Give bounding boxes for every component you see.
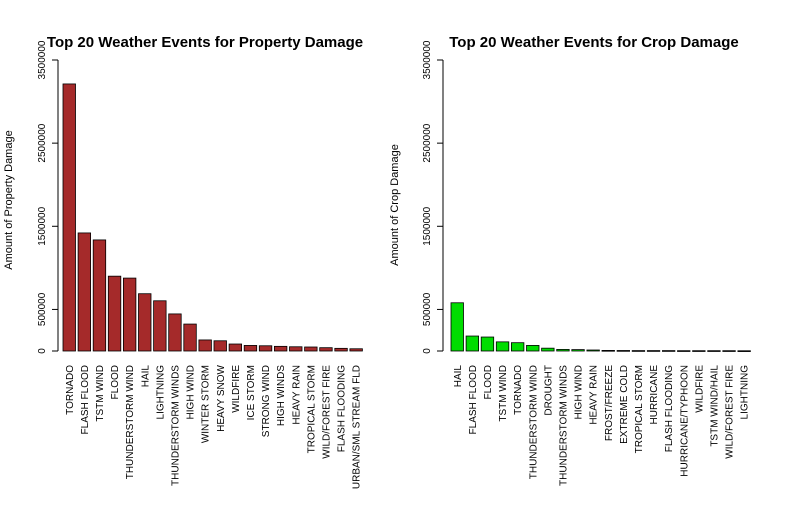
chart-1-bar [138,293,152,352]
chart-2-category-label: HIGH WIND [574,365,585,419]
chart-2-category-label: HEAVY RAIN [589,365,600,425]
chart-1-bar [213,340,227,352]
chart-1-bar [107,275,122,352]
chart-1-category-label: THUNDERSTORM WINDS [170,365,181,486]
chart-1-bar [334,347,348,352]
chart-2-category-label: HURRICANE/TYPHOON [679,365,690,477]
chart-1-bar [183,323,197,352]
chart-2-bar [586,349,600,352]
chart-2-y-tick-label: 0 [422,348,433,354]
chart-2-bar [616,350,630,352]
chart-1-y-tick-label: 3500000 [37,40,48,79]
chart-2-bar [495,341,510,352]
chart-2-title: Top 20 Weather Events for Crop Damage [449,34,739,51]
chart-1-category-label: FLASH FLOODING [337,365,348,452]
chart-1-bar [289,346,303,352]
chart-2-bar [631,350,646,352]
chart-1-category-label: WINTER STORM [201,365,212,443]
chart-2-y-tick-label: 3500000 [422,40,433,79]
chart-1-y-tick-label: 0 [37,348,48,354]
chart-1-y-tick-label: 2500000 [37,123,48,162]
chart-1-category-label: HEAVY SNOW [216,364,227,431]
chart-2-category-label: TORNADO [513,365,524,415]
chart-1-category-label: LIGHTNING [155,365,166,420]
chart-1-bar [273,345,288,352]
chart-1-category-label: FLOOD [110,365,121,399]
chart-1-bar [228,343,243,352]
chart-2-category-label: TSTM WIND [498,365,509,422]
chart-1-bar [92,239,107,352]
chart-1-category-label: FLASH FLOOD [80,365,91,434]
chart-2-category-label: HURRICANE [649,365,660,425]
chart-2-bar [722,350,736,352]
chart-2-category-label: FLOOD [483,365,494,399]
chart-2-category-label: THUNDERSTORM WINDS [558,365,569,486]
chart-1-bar [304,346,318,352]
chart-2-category-label: LIGHTNING [740,365,751,420]
chart-2-bar [692,350,706,352]
chart-2-y-tick-label: 2500000 [422,123,433,162]
chart-2-category-label: DROUGHT [543,365,554,416]
chart-2-bar [662,350,676,352]
chart-1-category-label: TORNADO [65,365,76,415]
chart-1-bar [258,345,273,352]
chart-2-bar [526,345,540,352]
chart-2-category-label: TROPICAL STORM [634,365,645,453]
chart-1-bar [319,347,333,352]
chart-2-bar [556,349,570,352]
chart-1-bar [243,345,258,352]
chart-2-category-label: TSTM WIND/HAIL [709,365,720,447]
chart-1-category-label: HIGH WIND [186,365,197,419]
chart-1-y-tick-label: 500000 [37,292,48,326]
chart-1-category-label: HAIL [140,365,151,388]
chart-2-bar [571,349,585,352]
chart-1-bar [349,348,363,352]
chart-2-bar [541,347,555,352]
chart-2-category-label: FLASH FLOODING [664,365,675,452]
chart-1-title: Top 20 Weather Events for Property Damag… [47,34,363,51]
chart-1-category-label: TROPICAL STORM [306,365,317,453]
chart-2-bar [465,335,480,352]
chart-2-bar [677,350,691,352]
chart-1-category-label: WILD/FOREST FIRE [321,365,332,459]
chart-2-category-label: HAIL [453,365,464,388]
chart-1-y-tick-label: 1500000 [37,206,48,245]
chart-1-bar [168,313,182,352]
chart-2-category-label: FLASH FLOOD [468,365,479,434]
chart-2-y-tick-label: 500000 [422,292,433,326]
chart-1-category-label: STRONG WIND [261,365,272,437]
chart-2-bar [737,350,751,352]
chart-1-bar [198,339,212,352]
chart-2-bar [601,350,615,352]
chart-2-bar [450,302,464,352]
chart-1-y-axis-label: Amount of Property Damage [3,130,15,269]
chart-1-bar [123,277,137,352]
chart-1-bar [62,83,76,352]
chart-2-category-label: FROST/FREEZE [604,365,615,441]
chart-2-bar [510,342,525,352]
chart-1-category-label: WILDFIRE [231,365,242,413]
chart-1-bar [77,232,91,352]
chart-1-bar [153,300,167,352]
chart-2-bar [480,336,495,352]
chart-1-category-label: HEAVY RAIN [291,365,302,425]
chart-2-category-label: EXTREME COLD [619,365,630,444]
chart-2-bar [646,350,661,352]
chart-2-category-label: THUNDERSTORM WIND [528,365,539,479]
chart-2-bar [707,350,721,352]
chart-1-category-label: ICE STORM [246,365,257,420]
chart-1-category-label: TSTM WIND [95,365,106,422]
chart-1-category-label: THUNDERSTORM WIND [125,365,136,479]
chart-1-category-label: HIGH WINDS [276,365,287,426]
chart-1-category-label: URBAN/SML STREAM FLD [352,365,363,489]
chart-2-y-axis-label: Amount of Crop Damage [389,144,401,266]
chart-2-category-label: WILD/FOREST FIRE [725,365,736,459]
chart-2-category-label: WILDFIRE [694,365,705,413]
chart-2-y-tick-label: 1500000 [422,206,433,245]
